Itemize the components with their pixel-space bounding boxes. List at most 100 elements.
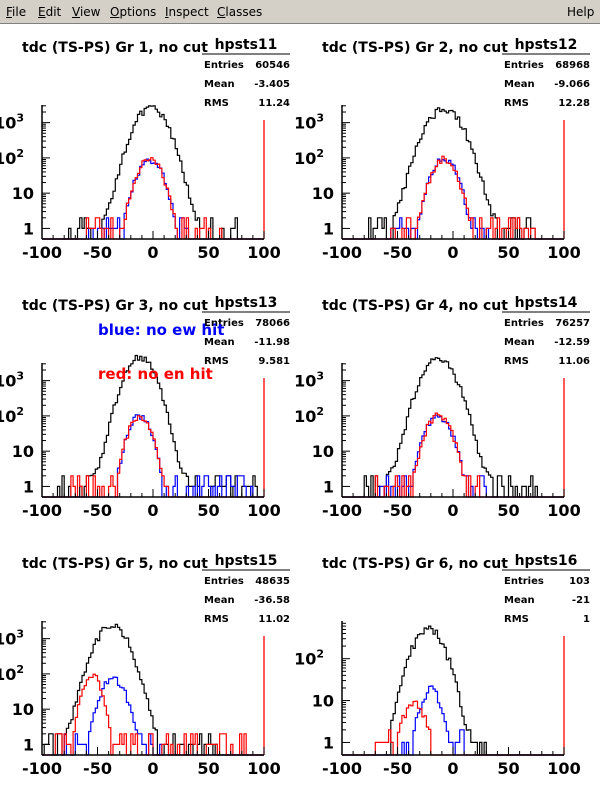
menu-options[interactable]: Options [110,5,157,19]
x-tick-label: -50 [83,501,112,520]
legend-annotation: blue: no ew hit [98,321,224,339]
stats-box: hpsts13 Entries 78066 Mean -11.98 RMS 9.581 [202,295,290,367]
y-tick-label: 1 [323,477,334,496]
stats-value: -9.066 [554,79,590,90]
stats-title: hpsts15 [215,553,278,569]
x-tick-label: 0 [447,243,458,262]
menu-bar: File Edit View Options Inspect Classes H… [0,0,600,24]
histogram-series-red [42,157,264,240]
stats-value: -12.59 [554,337,590,348]
y-tick-label: 103 [0,370,24,391]
stats-label: Mean [504,337,535,348]
menu-file[interactable]: File [6,5,27,19]
y-tick-label: 10 [12,700,34,719]
stats-label: Mean [204,79,235,90]
stats-value: -21 [572,595,590,606]
x-tick-label: -50 [383,501,412,520]
histogram-series-red [342,155,564,240]
histogram-panel: tdc (TS-PS) Gr 3, no cut hpsts13 Entries 78… [0,295,290,520]
x-tick-label: 50 [197,501,219,520]
stats-label: Mean [504,595,535,606]
root-canvas[interactable]: tdc (TS-PS) Gr 1, no cut hpsts11 Entries 60… [0,25,600,800]
x-tick-label: -50 [383,759,412,778]
y-tick-label: 102 [294,405,324,426]
y-tick-label: 10 [312,692,334,711]
stats-value: 76257 [555,318,590,329]
x-tick-label: 100 [247,759,280,778]
y-tick-label: 103 [294,112,324,133]
x-tick-label: 50 [497,243,519,262]
x-tick-label: 0 [147,759,158,778]
panel-title: tdc (TS-PS) Gr 1, no cut [22,40,208,56]
y-tick-label: 10 [312,184,334,203]
stats-value: 11.24 [258,98,290,109]
histogram-series-black [42,354,264,498]
panel-title: tdc (TS-PS) Gr 3, no cut [22,298,208,314]
stats-title: hpsts11 [215,37,278,53]
stats-title: hpsts12 [515,37,578,53]
y-tick-label: 102 [0,663,24,684]
histogram-series-blue [42,158,264,240]
stats-label: Entries [204,60,244,71]
stats-label: RMS [504,614,529,625]
panel-title: tdc (TS-PS) Gr 4, no cut [322,298,508,314]
stats-value: 68968 [555,60,590,71]
stats-value: 9.581 [258,356,290,367]
y-tick-label: 10 [12,184,34,203]
panel-title: tdc (TS-PS) Gr 5, no cut [22,556,208,572]
x-tick-label: -100 [322,501,362,520]
menu-view[interactable]: View [72,5,101,19]
x-tick-label: 50 [497,759,519,778]
x-tick-label: 100 [547,501,580,520]
y-tick-label: 10 [12,442,34,461]
histogram-series-blue [42,414,264,498]
x-tick-label: -50 [83,759,112,778]
stats-label: Entries [504,576,544,587]
stats-label: RMS [504,356,529,367]
x-tick-label: 0 [447,501,458,520]
y-tick-label: 102 [0,147,24,168]
stats-title: hpsts13 [215,295,278,311]
x-tick-label: 0 [147,243,158,262]
histogram-series-black [342,625,564,756]
menu-classes[interactable]: Classes [217,5,263,19]
histogram-series-black [342,107,564,240]
y-tick-label: 102 [294,147,324,168]
histogram-grid: tdc (TS-PS) Gr 1, no cut hpsts11 Entries 60… [0,37,590,778]
y-tick-label: 1 [323,219,334,238]
stats-label: Entries [504,318,544,329]
y-tick-label: 1 [23,477,34,496]
stats-value: 12.28 [558,98,590,109]
x-tick-label: -100 [22,759,62,778]
stats-label: RMS [204,356,229,367]
stats-label: RMS [204,614,229,625]
histogram-panel: tdc (TS-PS) Gr 4, no cut hpsts14 Entries 76… [294,295,590,520]
y-tick-label: 102 [0,405,24,426]
x-tick-label: 100 [547,243,580,262]
x-tick-label: -50 [83,243,112,262]
stats-value: 103 [569,576,590,587]
menu-edit[interactable]: Edit [38,5,62,19]
x-tick-label: 50 [197,243,219,262]
stats-value: 78066 [255,318,290,329]
stats-label: Mean [204,337,235,348]
panel-title: tdc (TS-PS) Gr 2, no cut [322,40,508,56]
stats-box: hpsts11 Entries 60546 Mean -3.405 RMS 11.24 [202,37,290,109]
stats-title: hpsts14 [515,295,578,311]
stats-value: 11.06 [558,356,590,367]
stats-value: -11.98 [254,337,290,348]
stats-label: Mean [204,595,235,606]
stats-box: hpsts16 Entries 103 Mean -21 RMS 1 [502,553,590,625]
stats-value: 48635 [255,576,290,587]
y-tick-label: 103 [294,370,324,391]
x-tick-label: 50 [497,501,519,520]
stats-title: hpsts16 [515,553,578,569]
legend-annotation: red: no en hit [98,365,213,383]
stats-value: 11.02 [258,614,290,625]
menu-help[interactable]: Help [567,5,595,19]
stats-value: -3.405 [254,79,290,90]
histogram-panel: tdc (TS-PS) Gr 1, no cut hpsts11 Entries 60… [0,37,290,262]
menu-inspect[interactable]: Inspect [165,5,209,19]
stats-box: hpsts15 Entries 48635 Mean -36.58 RMS 11.02 [202,553,290,625]
